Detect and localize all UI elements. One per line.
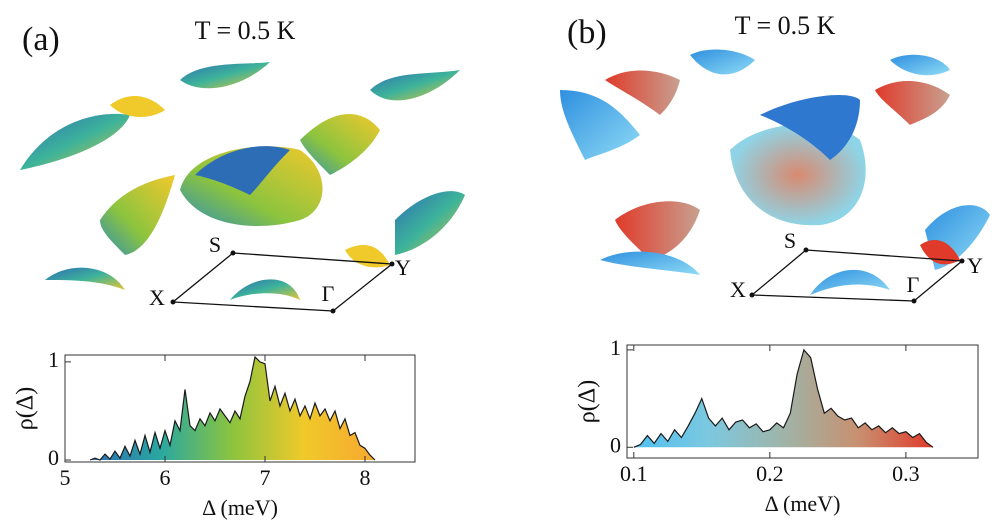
x-tick-label: 8 bbox=[360, 465, 371, 490]
y-tick-label: 1 bbox=[48, 347, 59, 372]
x-tick-label: 0.1 bbox=[620, 461, 648, 486]
bz-label: S bbox=[784, 228, 796, 253]
bz-label: Γ bbox=[322, 281, 335, 306]
panel-label: (a) bbox=[22, 21, 60, 58]
x-tick-label: 7 bbox=[260, 465, 271, 490]
y-axis-label: ρ(Δ) bbox=[13, 387, 39, 430]
panel-title: T = 0.5 K bbox=[735, 11, 836, 40]
bz-label: Y bbox=[395, 255, 411, 280]
y-axis-label: ρ(Δ) bbox=[575, 380, 601, 423]
x-axis-label: Δ (meV) bbox=[202, 495, 278, 520]
y-tick-label: 0 bbox=[48, 445, 59, 470]
figure: (a) T = 0.5 K S Y X Γ 5 6 7 8 0 1 Δ (meV) ρ(Δ) (b) T = … bbox=[0, 0, 999, 526]
panel-label: (b) bbox=[567, 14, 607, 51]
panel-title: T = 0.5 K bbox=[195, 16, 296, 45]
bz-label: Y bbox=[967, 253, 983, 278]
x-tick-label: 6 bbox=[160, 465, 171, 490]
bz-label: X bbox=[149, 285, 165, 310]
x-tick-label: 5 bbox=[60, 465, 71, 490]
bz-label: X bbox=[730, 277, 746, 302]
bz-label: Γ bbox=[907, 272, 920, 297]
bz-label: S bbox=[209, 232, 221, 257]
y-tick-label: 1 bbox=[610, 335, 621, 360]
x-tick-label: 0.2 bbox=[756, 461, 784, 486]
x-axis-label: Δ (meV) bbox=[765, 491, 841, 516]
y-tick-label: 0 bbox=[610, 432, 621, 457]
x-tick-label: 0.3 bbox=[892, 461, 920, 486]
